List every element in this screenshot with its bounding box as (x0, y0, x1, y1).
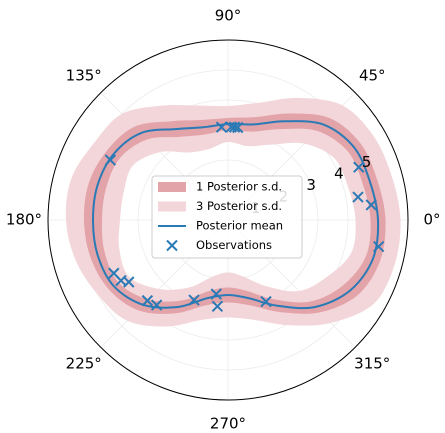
legend-label: 3 Posterior s.d. (196, 199, 282, 213)
theta-tick-label: 180° (6, 211, 42, 229)
polar-frame (47, 39, 409, 401)
observation (215, 121, 228, 133)
legend-box (151, 175, 303, 259)
theta-tick-label: 45° (359, 66, 386, 84)
theta-tick-label: 90° (215, 7, 242, 25)
observation (104, 154, 117, 166)
observation (228, 121, 241, 133)
observation (365, 199, 377, 211)
legend-swatch (166, 239, 178, 252)
legend-label: Observations (196, 238, 272, 252)
observation (211, 300, 224, 313)
observation (232, 121, 244, 134)
theta-tick-label: 0° (423, 211, 440, 229)
legend-swatch (158, 182, 186, 192)
theta-tick-label: 225° (66, 355, 102, 373)
observation (150, 299, 163, 311)
observation (188, 294, 200, 306)
r-tick-label: 4 (334, 165, 344, 183)
legend: 1 Posterior s.d. 3 Posterior s.d. Posterio… (151, 175, 303, 259)
theta-tick-label: 135° (66, 66, 102, 84)
r-tick-label: 3 (306, 176, 316, 194)
theta-tick-label: 270° (210, 415, 246, 433)
observation (210, 288, 222, 300)
theta-tick-label: 315° (354, 355, 390, 373)
observation (260, 295, 272, 308)
mean-line (91, 120, 380, 310)
observation (123, 276, 135, 288)
sd-band (65, 97, 401, 327)
observation (353, 161, 365, 173)
sd-band (83, 113, 386, 314)
legend-label: 1 Posterior s.d. (196, 180, 282, 194)
legend-label: Posterior mean (196, 219, 283, 233)
observation (352, 191, 364, 203)
observation (372, 240, 385, 253)
r-tick-label: 5 (362, 153, 372, 171)
observation (141, 294, 154, 307)
legend-swatch (158, 201, 186, 212)
